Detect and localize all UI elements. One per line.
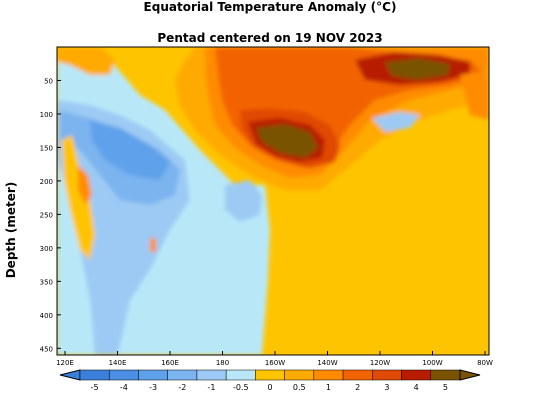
colorbar-label: 2 xyxy=(355,383,360,392)
colorbar-label: 1 xyxy=(326,383,331,392)
y-axis: 50 100 150 200 250 300 350 400 450 xyxy=(40,77,61,353)
x-tick-label: 160E xyxy=(161,359,179,367)
y-tick-label: 300 xyxy=(40,245,53,253)
field-warm-core-1 xyxy=(256,124,318,158)
x-tick-label: 80W xyxy=(477,359,493,367)
chart-subtitle: Pentad centered on 19 NOV 2023 xyxy=(157,31,383,45)
colorbar-swatch xyxy=(167,369,198,381)
heatmap-field xyxy=(57,47,489,355)
field-warm-core-2 xyxy=(385,58,450,80)
colorbar-swatch xyxy=(196,369,227,381)
colorbar-swatch xyxy=(401,369,432,381)
x-tick-label: 180 xyxy=(216,359,229,367)
x-tick-label: 100W xyxy=(422,359,442,367)
y-tick-label: 200 xyxy=(40,178,53,186)
y-tick-label: 250 xyxy=(40,211,53,219)
colorbar-swatch xyxy=(430,369,461,381)
x-tick-label: 140W xyxy=(317,359,337,367)
colorbar-swatch xyxy=(313,369,344,381)
colorbar-label: 5 xyxy=(443,383,448,392)
colorbar-arrow-high xyxy=(459,369,481,381)
colorbar-arrow-low xyxy=(59,369,81,381)
colorbar-swatch xyxy=(138,369,168,381)
field-cool-3 xyxy=(90,120,170,180)
x-tick-label: 160W xyxy=(265,359,285,367)
chart-title: Equatorial Temperature Anomaly (°C) xyxy=(143,0,397,14)
colorbar-label: -1 xyxy=(208,383,216,392)
field-warm-west-core xyxy=(78,165,92,205)
colorbar-label: 0.5 xyxy=(293,383,306,392)
field-warm-west xyxy=(62,135,95,260)
field-warm-east-edge xyxy=(460,70,489,120)
colorbar-label: 0 xyxy=(267,383,272,392)
colorbar-label: -4 xyxy=(120,383,128,392)
colorbar-swatch xyxy=(108,369,139,381)
y-tick-label: 100 xyxy=(40,111,53,119)
field-cool-east-patch xyxy=(225,180,262,222)
colorbar-label: -0.5 xyxy=(233,383,249,392)
field-cool-east-streak xyxy=(372,112,420,132)
y-tick-label: 50 xyxy=(44,77,53,85)
x-tick-label: 120W xyxy=(370,359,390,367)
y-tick-label: 350 xyxy=(40,278,53,286)
field-warm-dot xyxy=(150,238,156,252)
x-tick-label: 140E xyxy=(109,359,127,367)
colorbar-swatch xyxy=(372,369,402,381)
colorbar-label: -3 xyxy=(149,383,157,392)
colorbar: -5 -4 -3 -2 -1 -0.5 0 0.5 1 2 3 4 5 xyxy=(59,369,481,392)
x-tick-label: 120E xyxy=(56,359,74,367)
y-tick-label: 150 xyxy=(40,144,53,152)
y-tick-label: 400 xyxy=(40,312,53,320)
field-warm-nw xyxy=(57,47,115,75)
colorbar-swatch xyxy=(342,369,373,381)
x-axis: 120E 140E 160E 180 160W 140W 120W 100W 80W xyxy=(56,351,493,367)
colorbar-swatch xyxy=(79,369,110,381)
colorbar-label: 4 xyxy=(414,383,419,392)
colorbar-label: -2 xyxy=(178,383,186,392)
colorbar-swatch xyxy=(284,369,315,381)
colorbar-swatch xyxy=(225,369,256,381)
colorbar-swatch xyxy=(255,369,285,381)
colorbar-label: -5 xyxy=(91,383,99,392)
plot-frame xyxy=(56,46,490,356)
y-tick-label: 450 xyxy=(40,345,53,353)
colorbar-label: 3 xyxy=(384,383,389,392)
